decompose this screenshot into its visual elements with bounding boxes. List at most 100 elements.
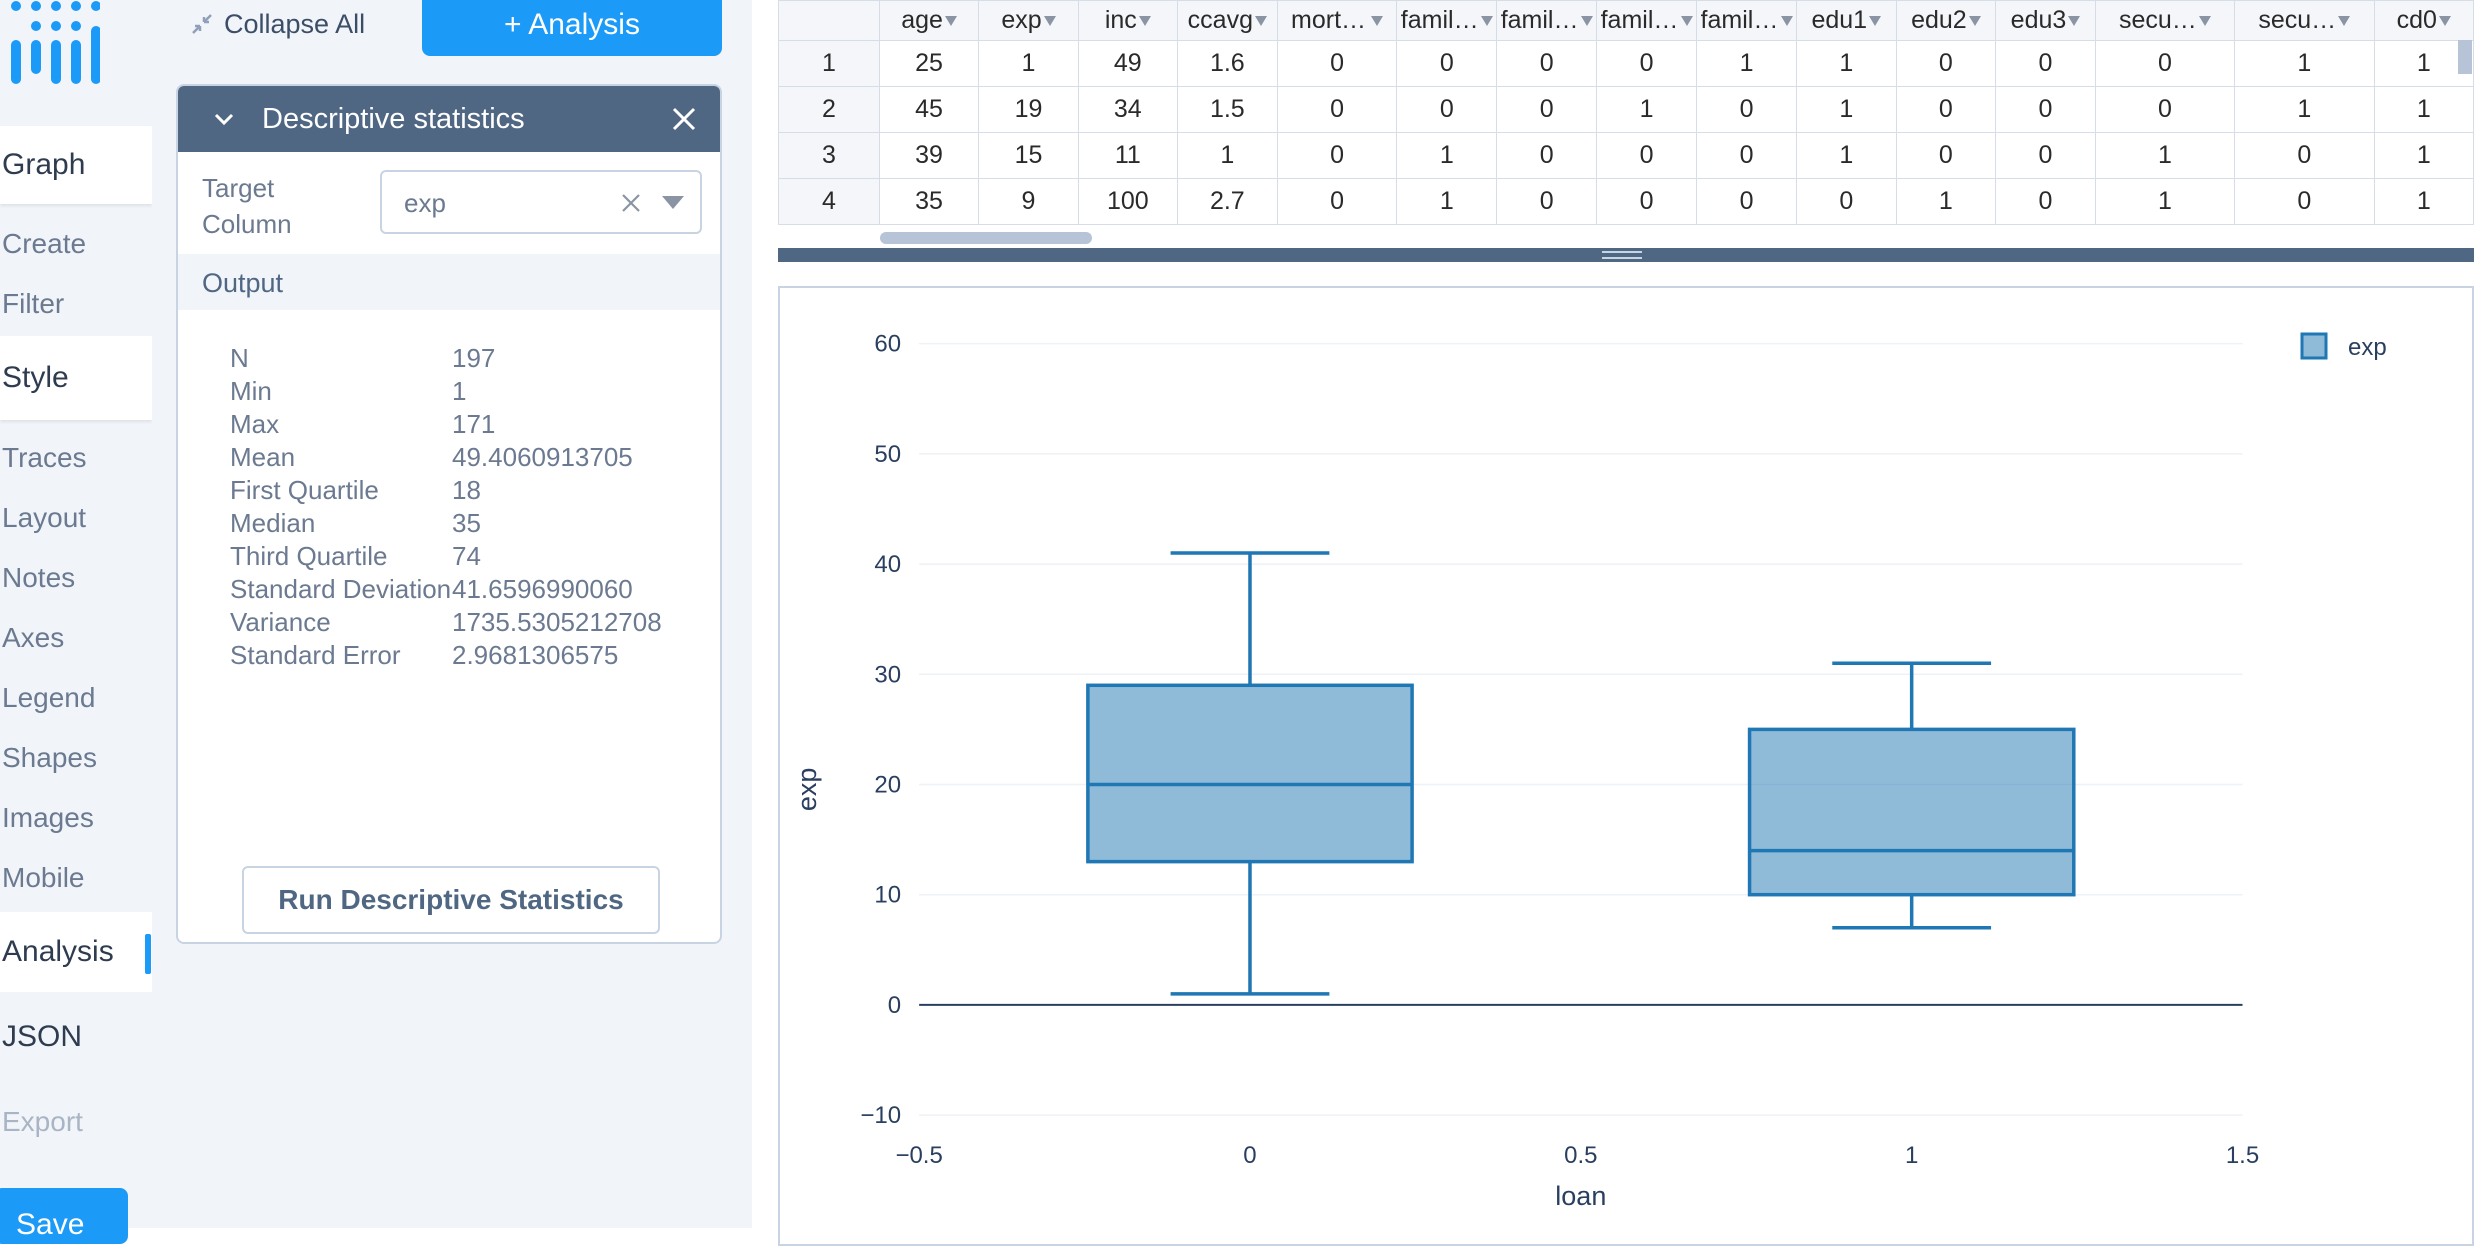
sort-caret-icon[interactable] bbox=[1481, 16, 1493, 26]
column-header[interactable]: exp bbox=[979, 1, 1078, 41]
table-cell[interactable]: 0 bbox=[1397, 87, 1497, 133]
sort-caret-icon[interactable] bbox=[2199, 16, 2211, 26]
table-cell[interactable]: 1 bbox=[1177, 133, 1277, 179]
table-cell[interactable]: 45 bbox=[879, 87, 978, 133]
table-cell[interactable]: 25 bbox=[879, 41, 978, 87]
table-cell[interactable]: 19 bbox=[979, 87, 1078, 133]
sort-caret-icon[interactable] bbox=[1969, 16, 1981, 26]
sort-caret-icon[interactable] bbox=[1681, 16, 1693, 26]
sort-caret-icon[interactable] bbox=[945, 16, 957, 26]
add-analysis-button[interactable]: + Analysis bbox=[422, 0, 722, 56]
column-header[interactable]: family3 bbox=[1597, 1, 1697, 41]
column-header[interactable]: securitie... bbox=[2095, 1, 2234, 41]
table-cell[interactable]: 1 bbox=[2235, 41, 2374, 87]
table-cell[interactable]: 1 bbox=[2374, 133, 2473, 179]
column-header[interactable]: securitie... bbox=[2235, 1, 2374, 41]
table-cell[interactable]: 0 bbox=[1996, 41, 2096, 87]
column-header[interactable]: edu1 bbox=[1796, 1, 1896, 41]
table-cell[interactable]: 1 bbox=[979, 41, 1078, 87]
nav-create[interactable]: Create bbox=[2, 228, 86, 260]
drag-handle-icon[interactable] bbox=[1602, 251, 1642, 259]
nav-graph[interactable]: Graph bbox=[0, 126, 152, 204]
sort-caret-icon[interactable] bbox=[2338, 16, 2350, 26]
table-cell[interactable]: 0 bbox=[1597, 41, 1697, 87]
sort-caret-icon[interactable] bbox=[1869, 16, 1881, 26]
column-header[interactable]: inc bbox=[1078, 1, 1177, 41]
sort-caret-icon[interactable] bbox=[1781, 16, 1793, 26]
data-grid[interactable]: age exp inc ccavg mortga... family1 family2 fam… bbox=[778, 0, 2474, 250]
sort-caret-icon[interactable] bbox=[2068, 16, 2080, 26]
collapse-all-button[interactable]: Collapse All bbox=[190, 4, 365, 44]
sort-caret-icon[interactable] bbox=[1371, 16, 1383, 26]
table-cell[interactable]: 0 bbox=[1597, 179, 1697, 225]
table-cell[interactable]: 15 bbox=[979, 133, 1078, 179]
table-cell[interactable]: 0 bbox=[1497, 41, 1597, 87]
table-cell[interactable]: 0 bbox=[1597, 133, 1697, 179]
column-header[interactable]: family2 bbox=[1497, 1, 1597, 41]
nav-images[interactable]: Images bbox=[2, 802, 94, 834]
table-cell[interactable]: 1 bbox=[1796, 133, 1896, 179]
table-cell[interactable]: 0 bbox=[1277, 133, 1397, 179]
table-cell[interactable]: 0 bbox=[1896, 87, 1996, 133]
column-header[interactable]: age bbox=[879, 1, 978, 41]
nav-filter[interactable]: Filter bbox=[2, 288, 64, 320]
table-cell[interactable]: 0 bbox=[2095, 87, 2234, 133]
table-cell[interactable]: 1 bbox=[2235, 87, 2374, 133]
table-cell[interactable]: 0 bbox=[1497, 133, 1597, 179]
table-cell[interactable]: 0 bbox=[1796, 179, 1896, 225]
table-cell[interactable]: 1 bbox=[1796, 87, 1896, 133]
table-cell[interactable]: 1 bbox=[1597, 87, 1697, 133]
table-cell[interactable]: 1 bbox=[2095, 179, 2234, 225]
table-cell[interactable]: 0 bbox=[2235, 179, 2374, 225]
table-cell[interactable]: 0 bbox=[1497, 87, 1597, 133]
nav-legend[interactable]: Legend bbox=[2, 682, 95, 714]
table-cell[interactable]: 0 bbox=[1896, 41, 1996, 87]
table-cell[interactable]: 11 bbox=[1078, 133, 1177, 179]
table-cell[interactable]: 0 bbox=[1277, 179, 1397, 225]
table-cell[interactable]: 0 bbox=[1996, 179, 2096, 225]
table-cell[interactable]: 34 bbox=[1078, 87, 1177, 133]
table-cell[interactable]: 1 bbox=[2095, 133, 2234, 179]
grid-chart-splitter[interactable] bbox=[778, 248, 2474, 262]
table-cell[interactable]: 1 bbox=[2374, 87, 2473, 133]
sort-caret-icon[interactable] bbox=[1044, 16, 1056, 26]
column-header[interactable]: mortga... bbox=[1277, 1, 1397, 41]
table-cell[interactable]: 0 bbox=[1996, 133, 2096, 179]
table-cell[interactable]: 9 bbox=[979, 179, 1078, 225]
clear-selection-icon[interactable] bbox=[618, 190, 644, 216]
caret-down-icon[interactable] bbox=[662, 196, 684, 210]
table-cell[interactable]: 2.7 bbox=[1177, 179, 1277, 225]
table-cell[interactable]: 1 bbox=[1697, 41, 1797, 87]
table-cell[interactable]: 1.6 bbox=[1177, 41, 1277, 87]
nav-traces[interactable]: Traces bbox=[2, 442, 87, 474]
table-cell[interactable]: 1.5 bbox=[1177, 87, 1277, 133]
table-cell[interactable]: 0 bbox=[1896, 133, 1996, 179]
nav-analysis[interactable]: Analysis bbox=[0, 912, 152, 992]
vertical-scrollbar[interactable] bbox=[2458, 40, 2472, 74]
sort-caret-icon[interactable] bbox=[2439, 16, 2451, 26]
table-cell[interactable]: 1 bbox=[1397, 133, 1497, 179]
table-cell[interactable]: 0 bbox=[1697, 87, 1797, 133]
horizontal-scrollbar[interactable] bbox=[880, 232, 1092, 244]
table-cell[interactable]: 0 bbox=[1996, 87, 2096, 133]
table-cell[interactable]: 35 bbox=[879, 179, 978, 225]
nav-json[interactable]: JSON bbox=[2, 1020, 82, 1054]
panel-header[interactable]: Descriptive statistics bbox=[178, 86, 722, 152]
target-column-select[interactable]: exp bbox=[380, 170, 702, 234]
table-cell[interactable]: 1 bbox=[1397, 179, 1497, 225]
sort-caret-icon[interactable] bbox=[1581, 16, 1593, 26]
table-cell[interactable]: 1 bbox=[1796, 41, 1896, 87]
nav-layout[interactable]: Layout bbox=[2, 502, 86, 534]
column-header[interactable]: cd0 bbox=[2374, 1, 2473, 41]
table-cell[interactable]: 39 bbox=[879, 133, 978, 179]
table-cell[interactable]: 49 bbox=[1078, 41, 1177, 87]
nav-notes[interactable]: Notes bbox=[2, 562, 75, 594]
table-cell[interactable]: 0 bbox=[1697, 133, 1797, 179]
nav-export[interactable]: Export bbox=[2, 1106, 83, 1138]
table-cell[interactable]: 1 bbox=[2374, 179, 2473, 225]
chevron-down-icon[interactable] bbox=[210, 105, 238, 133]
close-icon[interactable] bbox=[670, 105, 698, 133]
column-header[interactable]: ccavg bbox=[1177, 1, 1277, 41]
table-cell[interactable]: 0 bbox=[1497, 179, 1597, 225]
table-cell[interactable]: 0 bbox=[1697, 179, 1797, 225]
